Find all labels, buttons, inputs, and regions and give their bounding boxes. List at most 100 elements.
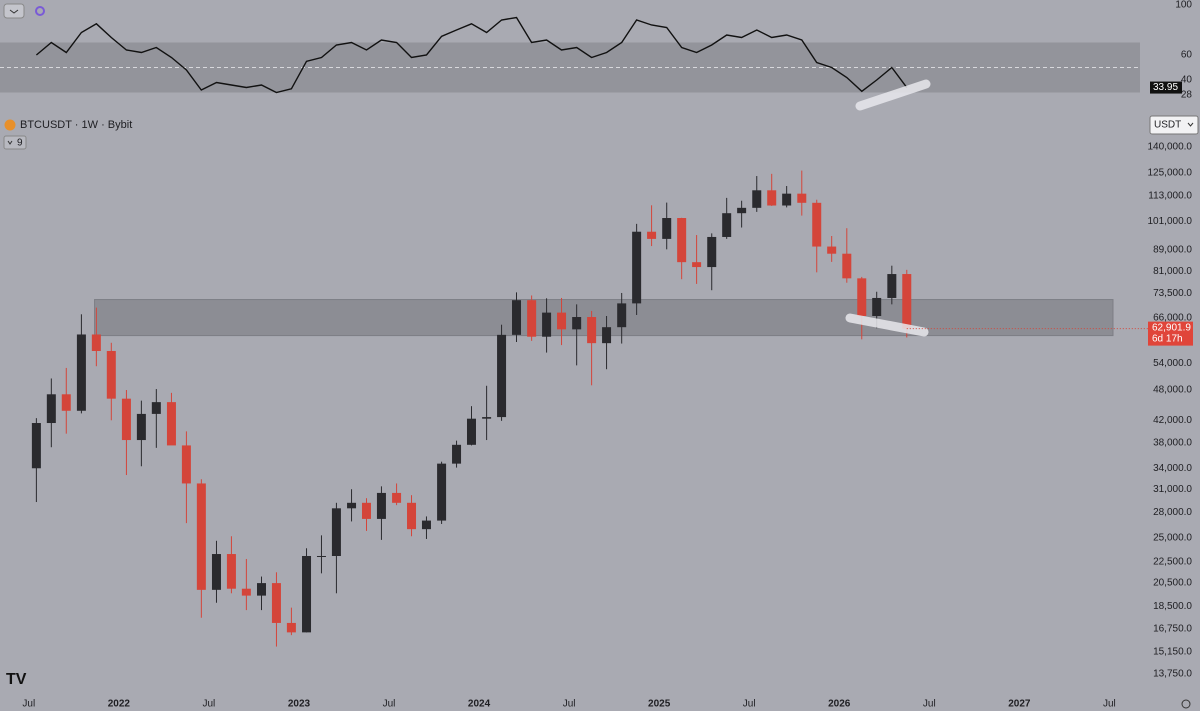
candle-body	[737, 207, 747, 214]
candle-body	[226, 554, 236, 589]
menu-button[interactable]	[3, 3, 25, 19]
candle-body	[256, 583, 266, 596]
y-tick-label: 18,500.0	[1153, 601, 1192, 612]
indicator-toggle[interactable]	[3, 135, 27, 150]
candle-body	[782, 193, 792, 206]
y-tick-label: 13,750.0	[1153, 668, 1192, 679]
y-tick-label: 73,500.0	[1153, 288, 1192, 299]
last-price-box	[1148, 321, 1193, 346]
x-tick-label: Jul	[743, 699, 756, 710]
candle-body	[512, 300, 522, 335]
candle-body	[677, 218, 687, 263]
x-tick-label: Jul	[383, 699, 396, 710]
candle-body	[812, 202, 822, 247]
currency-select[interactable]	[1149, 115, 1199, 135]
x-tick-label: 2026	[828, 699, 851, 710]
candle-body	[466, 418, 476, 445]
chevron	[9, 9, 19, 14]
candle-body	[722, 213, 732, 237]
y-tick-label: 48,000.0	[1153, 385, 1192, 396]
candle-body	[302, 555, 312, 633]
candle-body	[211, 554, 221, 590]
rsi-tick-label: 60	[1181, 50, 1193, 61]
candle-body	[587, 317, 597, 344]
y-tick-label: 28,000.0	[1153, 507, 1192, 518]
settings-icon[interactable]	[1181, 699, 1191, 709]
candle-body	[241, 588, 251, 596]
candle-body	[392, 492, 402, 503]
indicator-count: 9	[17, 138, 23, 149]
y-tick-label: 81,000.0	[1153, 266, 1192, 277]
x-tick-label: 2025	[648, 699, 671, 710]
y-tick-label: 140,000.0	[1148, 142, 1193, 153]
candle-body	[647, 231, 657, 239]
y-tick-label: 34,000.0	[1153, 463, 1192, 474]
candle-body	[316, 555, 326, 557]
countdown: 6d 17h	[1152, 333, 1183, 344]
candle-body	[542, 312, 552, 337]
candle-body	[376, 492, 386, 519]
candle-body	[181, 445, 191, 484]
candle-body	[421, 520, 431, 530]
y-tick-label: 101,000.0	[1148, 216, 1193, 227]
y-tick-label: 113,000.0	[1148, 190, 1192, 201]
candle-body	[872, 297, 882, 316]
rsi-tick-label: 100	[1175, 0, 1192, 11]
candle-body	[136, 413, 146, 441]
logo: TV	[6, 671, 27, 688]
y-tick-label: 42,000.0	[1153, 415, 1192, 426]
candle-body	[286, 622, 296, 633]
indicator-icon	[35, 6, 45, 16]
y-tick-label: 38,000.0	[1153, 438, 1192, 449]
x-tick-label: Jul	[22, 699, 35, 710]
candle-body	[76, 334, 86, 411]
x-tick-label: 2022	[108, 699, 131, 710]
y-tick-label: 15,150.0	[1153, 646, 1192, 657]
candle-body	[617, 303, 627, 328]
candle-body	[31, 423, 41, 469]
candle-body	[196, 483, 206, 590]
y-tick-label: 89,000.0	[1153, 244, 1192, 255]
x-tick-label: 2027	[1008, 699, 1031, 710]
candle-body	[271, 583, 281, 623]
candle-body	[857, 278, 867, 316]
candle-body	[887, 274, 897, 298]
candle-body	[331, 508, 341, 556]
candle-body	[767, 190, 777, 206]
candle-body	[527, 300, 537, 337]
candle-body	[452, 444, 462, 464]
x-tick-label: Jul	[1103, 699, 1116, 710]
rsi-tick-label: 40	[1181, 75, 1193, 86]
candle-body	[752, 190, 762, 208]
y-tick-label: 31,000.0	[1153, 484, 1192, 495]
x-tick-label: Jul	[203, 699, 216, 710]
rsi-last-label: 33.95	[1153, 82, 1178, 93]
candle-body	[602, 327, 612, 344]
rsi-tick-label: 28	[1181, 90, 1193, 101]
candle-body	[557, 312, 567, 330]
candle-body	[46, 394, 56, 424]
x-tick-label: Jul	[923, 699, 936, 710]
chevron	[1187, 122, 1194, 127]
candle-body	[151, 402, 161, 414]
y-tick-label: 25,000.0	[1153, 533, 1192, 544]
candle-body	[91, 334, 101, 351]
candle-body	[61, 394, 71, 411]
highlight-rsi	[855, 79, 931, 111]
candle-body	[842, 253, 852, 279]
coin-icon	[4, 119, 16, 131]
candle-body	[707, 236, 717, 268]
candle-body	[662, 218, 672, 239]
candle-body	[347, 502, 357, 509]
symbol-title: BTCUSDT · 1W · Bybit	[20, 119, 132, 131]
candle-body	[632, 231, 642, 304]
candle-body	[407, 502, 417, 530]
candle-body	[482, 417, 492, 419]
candle-body	[827, 246, 837, 254]
y-tick-label: 20,500.0	[1153, 578, 1192, 589]
marks	[31, 16, 912, 647]
x-tick-label: 2024	[468, 699, 491, 710]
